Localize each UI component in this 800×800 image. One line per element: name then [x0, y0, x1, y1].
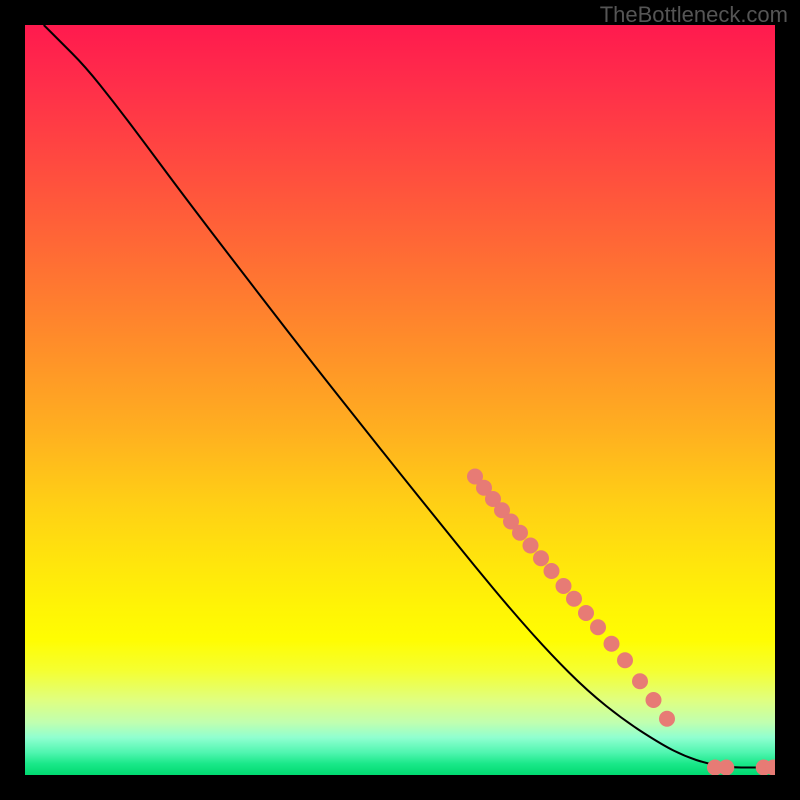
chart-marker	[512, 525, 528, 541]
chart-marker	[604, 636, 620, 652]
chart-marker	[578, 605, 594, 621]
watermark-text: TheBottleneck.com	[600, 2, 788, 28]
chart-marker	[566, 591, 582, 607]
chart-marker	[523, 538, 539, 554]
chart-marker	[544, 563, 560, 579]
chart-marker	[617, 652, 633, 668]
chart-marker	[632, 673, 648, 689]
chart-marker	[556, 578, 572, 594]
chart-marker	[533, 550, 549, 566]
chart-curve	[44, 25, 772, 768]
chart-plot-area	[25, 25, 775, 775]
chart-marker	[590, 619, 606, 635]
chart-overlay-svg	[25, 25, 775, 775]
chart-marker	[646, 692, 662, 708]
chart-marker	[718, 760, 734, 776]
chart-markers-group	[467, 469, 775, 776]
chart-marker	[659, 711, 675, 727]
